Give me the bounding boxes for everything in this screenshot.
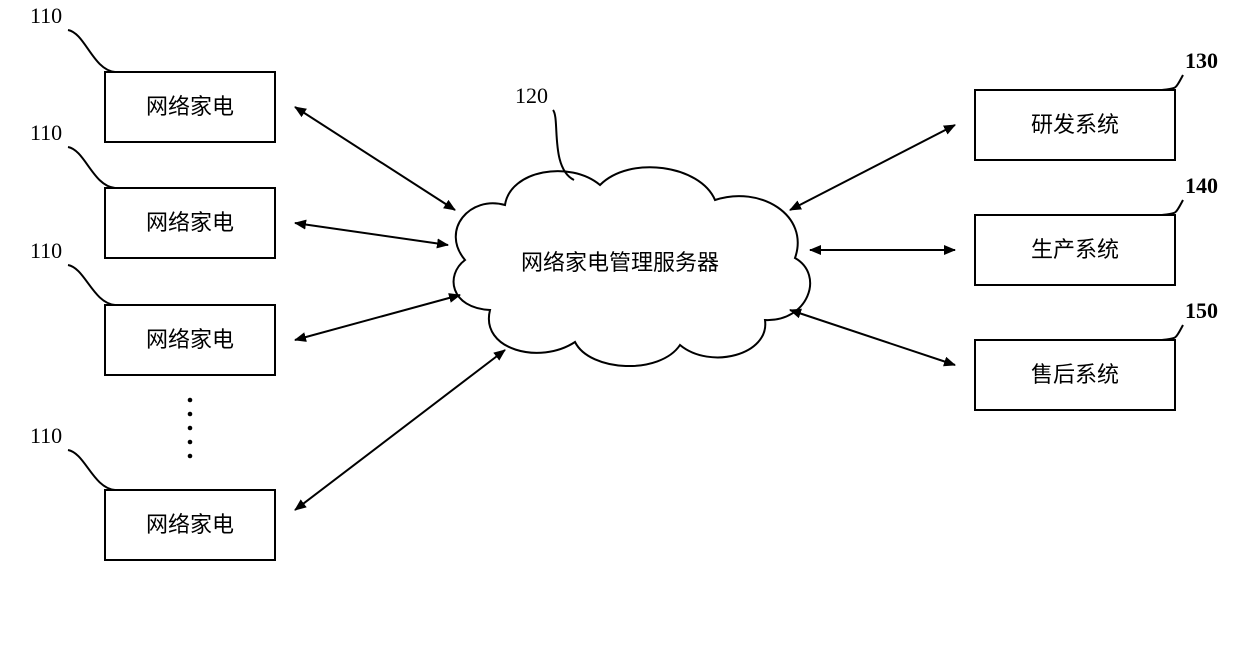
- appliance-node-0: 网络家电: [105, 72, 275, 142]
- cloud-label: 网络家电管理服务器: [521, 250, 719, 275]
- ref-110-0: 110: [30, 3, 62, 28]
- bidir-arrow-4: [790, 125, 955, 210]
- appliance-label: 网络家电: [146, 512, 234, 537]
- ref-110-2: 110: [30, 238, 62, 263]
- ref-120: 120: [515, 83, 548, 108]
- left-appliance-group: 网络家电 110 网络家电 110 网络家电 110 网络家电 110: [30, 3, 275, 560]
- leader-110-3: [68, 450, 115, 490]
- bidir-arrow-3: [295, 350, 505, 510]
- bidir-arrow-6: [790, 310, 955, 365]
- ellipsis-dots: [188, 398, 193, 459]
- system-label: 售后系统: [1031, 362, 1119, 387]
- cloud-node: 网络家电管理服务器: [454, 167, 811, 366]
- appliance-node-3: 网络家电: [105, 490, 275, 560]
- leader-110-1: [68, 147, 115, 188]
- ellipsis-dot: [188, 426, 193, 431]
- appliance-node-2: 网络家电: [105, 305, 275, 375]
- ref-110-1: 110: [30, 120, 62, 145]
- diagram-canvas: 网络家电管理服务器 120 网络家电 110 网络家电 110 网络家电 110 网络家电 1…: [0, 0, 1239, 661]
- leader-130: [1162, 75, 1183, 90]
- ellipsis-dot: [188, 440, 193, 445]
- appliance-node-1: 网络家电: [105, 188, 275, 258]
- cloud-ref: 120: [515, 83, 574, 180]
- bidir-arrow-2: [295, 295, 460, 340]
- leader-150: [1162, 325, 1183, 340]
- ref-130: 130: [1185, 48, 1218, 73]
- ref-110-3: 110: [30, 423, 62, 448]
- bidir-arrow-0: [295, 107, 455, 210]
- ellipsis-dot: [188, 412, 193, 417]
- leader-110-0: [68, 30, 115, 72]
- system-label: 生产系统: [1031, 237, 1119, 262]
- leader-140: [1162, 200, 1183, 215]
- bidir-arrow-1: [295, 223, 448, 245]
- system-node-0: 研发系统: [975, 90, 1175, 160]
- appliance-label: 网络家电: [146, 210, 234, 235]
- right-systems-group: 研发系统 130 生产系统 140 售后系统 150: [975, 48, 1218, 410]
- system-label: 研发系统: [1031, 112, 1119, 137]
- ellipsis-dot: [188, 454, 193, 459]
- leader-110-2: [68, 265, 115, 305]
- leader-120: [553, 110, 574, 180]
- ref-150: 150: [1185, 298, 1218, 323]
- ellipsis-dot: [188, 398, 193, 403]
- appliance-label: 网络家电: [146, 327, 234, 352]
- system-node-2: 售后系统: [975, 340, 1175, 410]
- appliance-label: 网络家电: [146, 94, 234, 119]
- system-node-1: 生产系统: [975, 215, 1175, 285]
- ref-140: 140: [1185, 173, 1218, 198]
